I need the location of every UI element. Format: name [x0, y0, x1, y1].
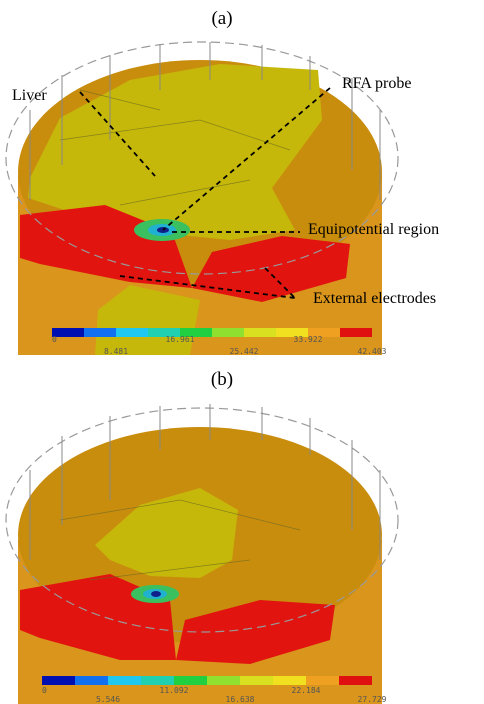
annotation: Equipotential region [308, 221, 439, 238]
colorbar-tick-label: 33.922 [294, 335, 323, 344]
annotation: External electrodes [313, 290, 436, 307]
colorbar-tick-label: 8.481 [104, 347, 128, 356]
colorbar-tick-label: 0 [42, 686, 47, 695]
probe-tip [151, 591, 161, 597]
colorbar-tick-label: 5.546 [96, 695, 120, 704]
colorbar-tick-label: 16.638 [226, 695, 255, 704]
colorbar-tick-label: 25.442 [230, 347, 259, 356]
panel-label: (a) [211, 8, 232, 29]
colorbar-tick-label: 22.184 [292, 686, 321, 695]
annotation: RFA probe [342, 75, 411, 92]
colorbar [42, 676, 372, 685]
colorbar-tick-label: 11.092 [160, 686, 189, 695]
colorbar-tick-label: 42.403 [358, 347, 387, 356]
colorbar-tick-label: 0 [52, 335, 57, 344]
figure: (a) Liver RFA probe Equipotential regi [0, 0, 484, 704]
colorbar-tick-label: 16.961 [166, 335, 195, 344]
annotation: Liver [12, 87, 47, 104]
colorbar-tick-label: 27.729 [358, 695, 387, 704]
panel-a: (a) Liver RFA probe Equipotential regi [6, 8, 439, 355]
panel-label: (b) [211, 369, 233, 390]
panel-b: (b) [6, 369, 398, 704]
colorbar [52, 328, 372, 337]
